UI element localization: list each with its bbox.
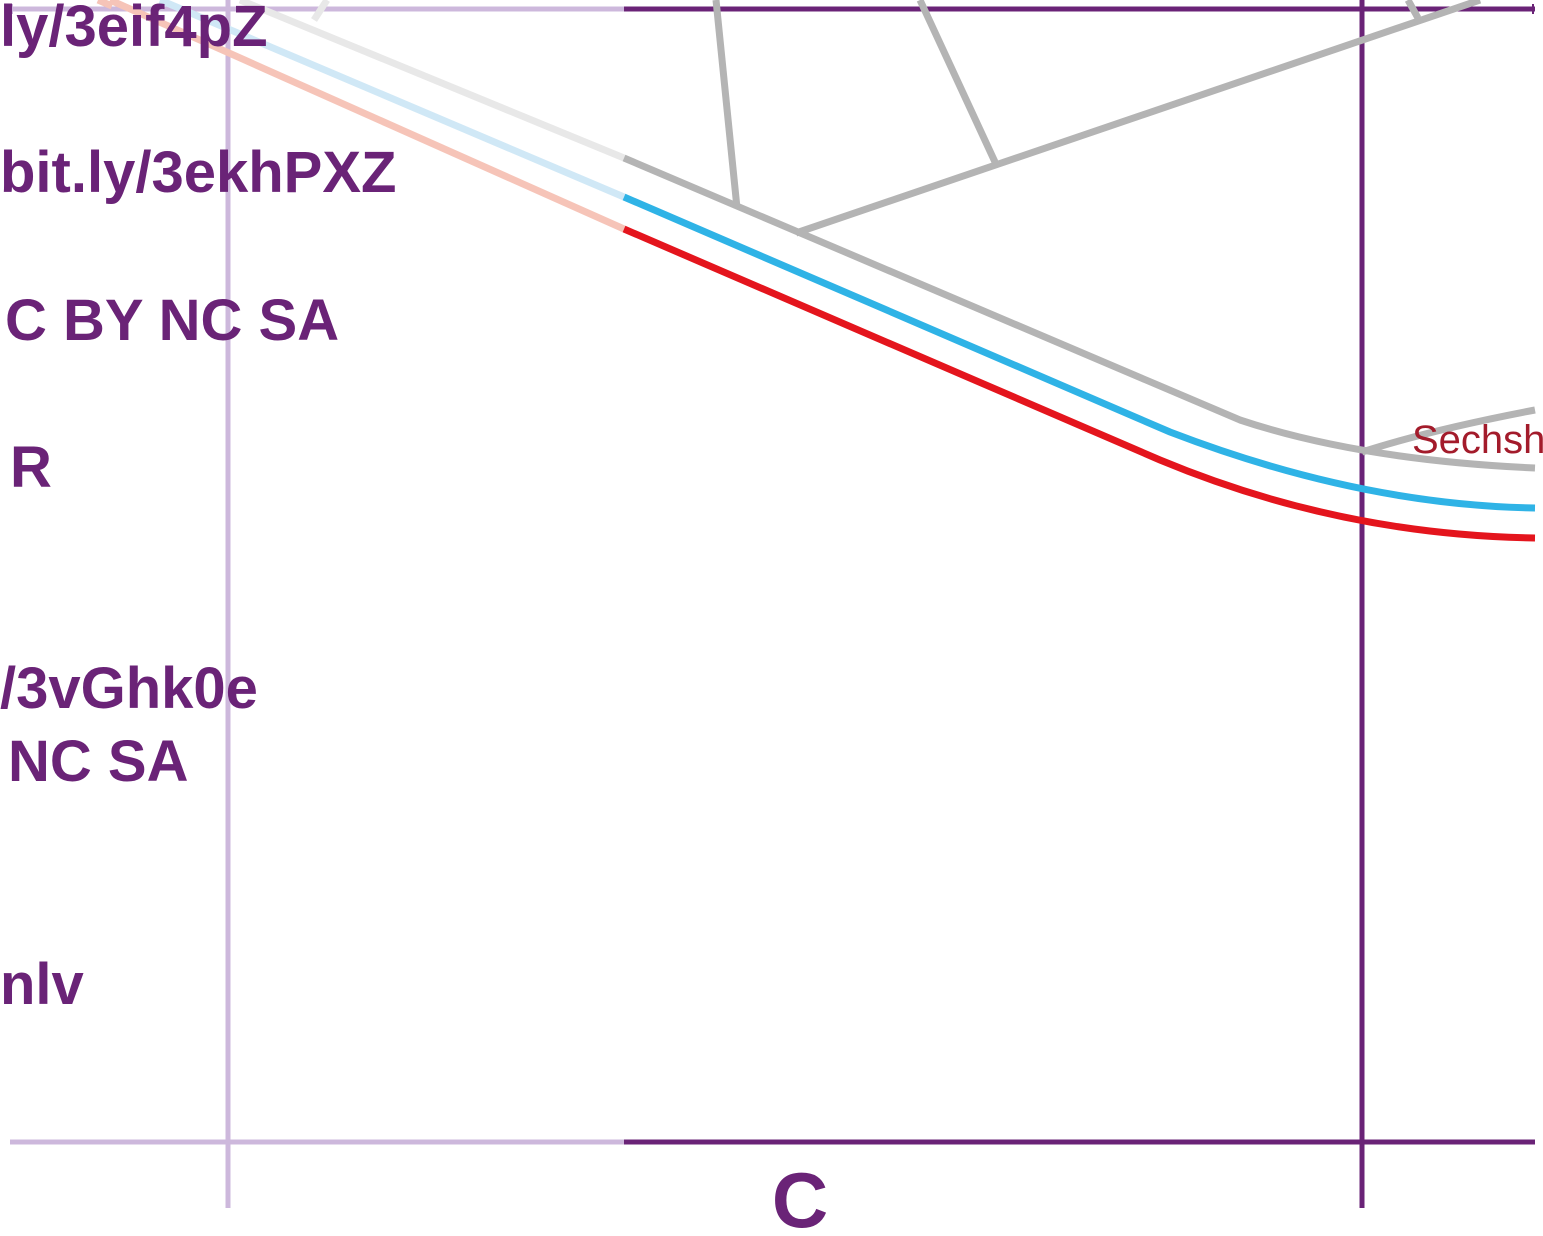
credit-line-3: C BY NC SA — [5, 288, 339, 353]
grey-line — [622, 154, 1536, 472]
credit-line-2: bit.ly/3ekhPXZ — [0, 140, 396, 205]
red-line-faded — [108, 0, 626, 233]
grey-branch-5 — [1360, 406, 1536, 456]
red-line-faded-cap — [96, 0, 114, 10]
grey-branch-4 — [1404, 0, 1422, 20]
credit-line-7: nlv — [0, 952, 84, 1017]
grid-column-label: C — [772, 1156, 828, 1236]
credit-line-4: R — [10, 435, 52, 500]
grey-branch-2 — [916, 0, 999, 164]
credit-line-5: /3vGhk0e — [0, 656, 258, 721]
blue-line — [622, 193, 1536, 512]
grey-branch-3 — [794, 0, 1482, 237]
red-line — [622, 225, 1536, 542]
credit-line-1: ly/3eif4pZ — [0, 0, 268, 59]
grey-branch-faded — [311, 0, 330, 22]
grey-branch-1 — [712, 0, 741, 209]
blue-line-faded — [158, 0, 626, 201]
credit-line-6: NC SA — [8, 729, 188, 794]
station-label-sechsh: Sechsh — [1412, 418, 1543, 462]
grey-line-faded — [238, 0, 626, 162]
